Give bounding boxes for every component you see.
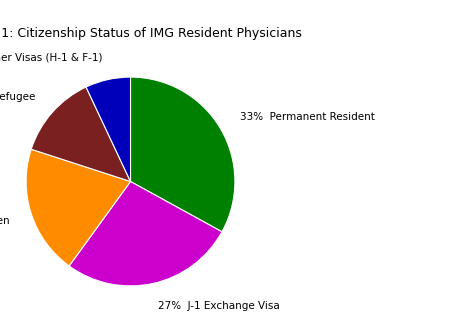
Wedge shape <box>130 77 235 232</box>
Wedge shape <box>31 87 130 182</box>
Title: Figure 1: Citizenship Status of IMG Resident Physicians: Figure 1: Citizenship Status of IMG Resi… <box>0 27 302 40</box>
Wedge shape <box>26 149 130 266</box>
Text: 20%  U.S. Citizen: 20% U.S. Citizen <box>0 216 9 226</box>
Text: 13%  Refugee: 13% Refugee <box>0 92 35 102</box>
Wedge shape <box>69 182 222 286</box>
Text: 27%  J-1 Exchange Visa: 27% J-1 Exchange Visa <box>158 301 280 311</box>
Text: 7%  Other Visas (H-1 & F-1): 7% Other Visas (H-1 & F-1) <box>0 52 103 62</box>
Wedge shape <box>86 77 130 182</box>
Text: 33%  Permanent Resident: 33% Permanent Resident <box>240 112 375 122</box>
